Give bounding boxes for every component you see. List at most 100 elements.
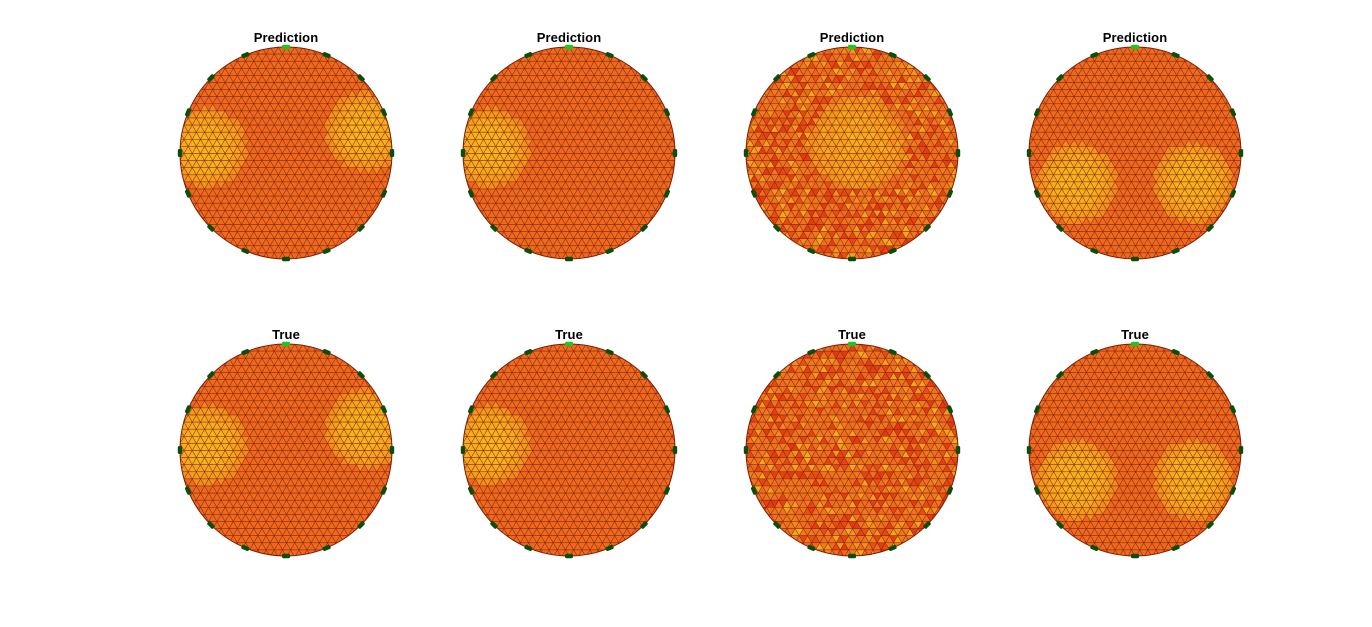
mesh-element [1200, 53, 1210, 62]
mesh-element [659, 89, 669, 98]
mesh-element [384, 202, 392, 211]
mesh-element [865, 260, 873, 267]
mesh-element [626, 53, 636, 62]
mesh-element [295, 260, 303, 267]
mesh-element [680, 154, 685, 161]
mesh-element [463, 96, 472, 105]
mesh-element [520, 47, 529, 48]
mesh-element [671, 188, 675, 197]
mesh-element [1217, 67, 1227, 76]
mesh-element [815, 47, 825, 48]
mesh-element [327, 47, 337, 55]
mesh-element [1229, 96, 1239, 105]
mesh-element [1086, 47, 1095, 48]
mesh-element [495, 238, 505, 247]
mesh-element [347, 60, 357, 69]
mesh-element [1053, 67, 1063, 76]
mesh-element [368, 75, 378, 83]
mesh-element [520, 252, 529, 259]
mesh-element [187, 209, 197, 218]
mesh-element [647, 231, 657, 239]
electrode [467, 108, 475, 117]
mesh-element [573, 47, 583, 48]
mesh-element [1029, 117, 1030, 126]
mesh-element [622, 245, 632, 254]
mesh-element [463, 103, 468, 112]
mesh-element [1196, 60, 1206, 69]
mesh-element [499, 238, 509, 247]
electrode [888, 51, 897, 59]
mesh-element [499, 245, 509, 254]
mesh-element [187, 82, 197, 90]
mesh-element [897, 252, 907, 259]
mesh-element [1180, 47, 1190, 55]
mesh-element [676, 118, 684, 125]
mesh-element [1221, 82, 1231, 91]
electrode [207, 74, 215, 82]
mesh-element [1073, 47, 1083, 55]
mesh-element [364, 231, 374, 239]
mesh-element [946, 202, 956, 211]
mesh-element [524, 252, 534, 259]
mesh-element [1045, 67, 1054, 76]
mesh-element [393, 125, 401, 132]
mesh-element [905, 47, 915, 55]
mesh-element [651, 75, 661, 83]
mesh-element [319, 252, 328, 259]
mesh-element [360, 231, 369, 240]
mesh-element [746, 195, 751, 204]
mesh-element [680, 168, 685, 175]
mesh-triangles [1029, 47, 1241, 259]
mesh-element [671, 195, 675, 204]
mesh-element [638, 238, 648, 247]
electrode [640, 224, 648, 232]
mesh-element [503, 53, 513, 62]
mesh-disk [1026, 44, 1244, 262]
mesh-element [339, 53, 349, 62]
mesh-element [376, 89, 386, 98]
mesh-element [667, 96, 675, 105]
mesh-element [630, 238, 640, 247]
mesh-element [626, 245, 636, 254]
mesh-element [954, 188, 958, 197]
mesh-element [262, 260, 270, 267]
mesh-element [393, 175, 401, 182]
mesh-element [959, 111, 967, 118]
mesh-element [963, 139, 968, 146]
electrode [605, 51, 614, 59]
mesh-element [388, 188, 392, 197]
mesh-element [384, 195, 392, 204]
mesh-element [676, 175, 684, 182]
mesh-element [893, 252, 903, 259]
mesh-element [347, 245, 357, 254]
mesh-element [463, 117, 468, 126]
mesh-element [520, 47, 529, 55]
mesh-element [376, 82, 386, 90]
mesh-element [479, 217, 488, 225]
electrode [672, 149, 678, 157]
mesh-element [544, 47, 554, 48]
mesh-element [827, 47, 837, 48]
mesh-element [1188, 53, 1198, 62]
mesh-element [757, 82, 767, 91]
mesh-element [183, 96, 193, 105]
mesh-element [857, 260, 865, 267]
mesh-element [515, 47, 525, 55]
mesh-element [1192, 53, 1202, 62]
mesh-element [241, 47, 251, 48]
mesh-element [938, 74, 948, 83]
mesh-element [335, 252, 345, 259]
electrode [807, 51, 816, 59]
mesh-element [831, 47, 841, 48]
mesh-element [397, 125, 402, 132]
mesh-element [351, 238, 361, 247]
mesh-element [393, 111, 401, 118]
mesh-element [959, 154, 967, 161]
mesh-element [680, 125, 685, 132]
mesh-element [602, 252, 611, 259]
mesh-element [204, 60, 214, 69]
mesh-element [532, 47, 542, 48]
mesh-element [261, 47, 271, 48]
mesh-element [388, 124, 392, 133]
mesh-element [397, 139, 402, 146]
